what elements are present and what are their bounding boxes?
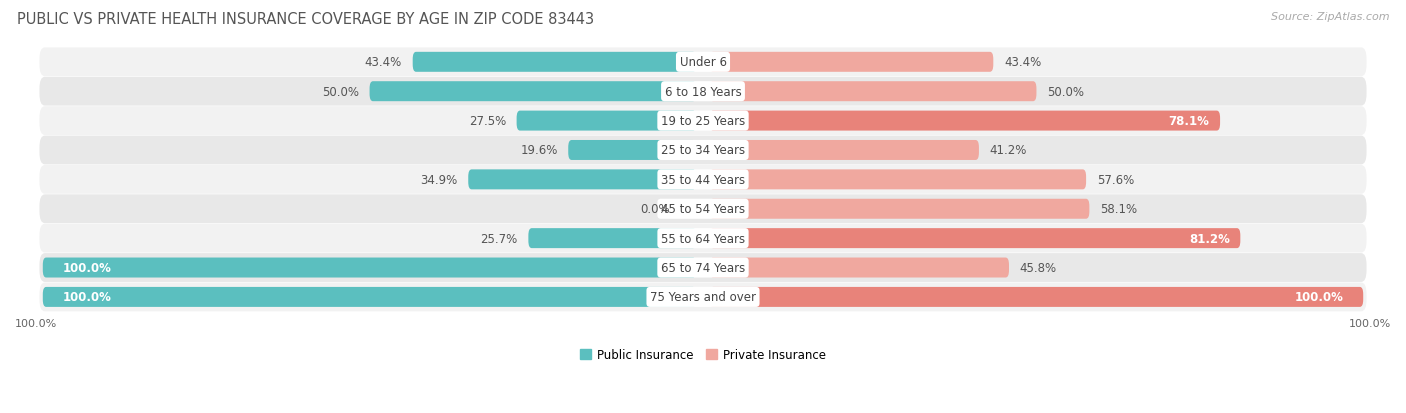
FancyBboxPatch shape	[39, 78, 1367, 106]
Text: 81.2%: 81.2%	[1189, 232, 1230, 245]
FancyBboxPatch shape	[42, 287, 696, 307]
FancyBboxPatch shape	[710, 228, 1240, 249]
Text: 45.8%: 45.8%	[1019, 261, 1057, 274]
Text: 50.0%: 50.0%	[1047, 85, 1084, 98]
FancyBboxPatch shape	[39, 283, 1367, 311]
FancyBboxPatch shape	[529, 228, 696, 249]
Text: 75 Years and over: 75 Years and over	[650, 291, 756, 304]
Text: Source: ZipAtlas.com: Source: ZipAtlas.com	[1271, 12, 1389, 22]
Text: 43.4%: 43.4%	[364, 56, 402, 69]
FancyBboxPatch shape	[39, 48, 1367, 77]
FancyBboxPatch shape	[468, 170, 696, 190]
FancyBboxPatch shape	[39, 254, 1367, 282]
FancyBboxPatch shape	[710, 199, 1090, 219]
Text: 25.7%: 25.7%	[481, 232, 517, 245]
FancyBboxPatch shape	[39, 136, 1367, 165]
Text: 6 to 18 Years: 6 to 18 Years	[665, 85, 741, 98]
Text: 45 to 54 Years: 45 to 54 Years	[661, 203, 745, 216]
FancyBboxPatch shape	[516, 112, 696, 131]
Text: 25 to 34 Years: 25 to 34 Years	[661, 144, 745, 157]
FancyBboxPatch shape	[39, 224, 1367, 253]
Text: 34.9%: 34.9%	[420, 173, 457, 186]
Text: 100.0%: 100.0%	[63, 291, 111, 304]
Text: 19 to 25 Years: 19 to 25 Years	[661, 115, 745, 128]
Text: 57.6%: 57.6%	[1097, 173, 1135, 186]
Text: 35 to 44 Years: 35 to 44 Years	[661, 173, 745, 186]
Text: 100.0%: 100.0%	[1295, 291, 1343, 304]
FancyBboxPatch shape	[710, 287, 1364, 307]
Text: 19.6%: 19.6%	[520, 144, 558, 157]
Text: Under 6: Under 6	[679, 56, 727, 69]
Text: 27.5%: 27.5%	[468, 115, 506, 128]
Text: 55 to 64 Years: 55 to 64 Years	[661, 232, 745, 245]
FancyBboxPatch shape	[413, 53, 696, 73]
FancyBboxPatch shape	[39, 195, 1367, 223]
FancyBboxPatch shape	[42, 258, 696, 278]
Text: 100.0%: 100.0%	[63, 261, 111, 274]
Legend: Public Insurance, Private Insurance: Public Insurance, Private Insurance	[575, 343, 831, 366]
Text: 0.0%: 0.0%	[640, 203, 669, 216]
Text: 58.1%: 58.1%	[1099, 203, 1137, 216]
FancyBboxPatch shape	[710, 112, 1220, 131]
Text: 41.2%: 41.2%	[990, 144, 1026, 157]
Text: PUBLIC VS PRIVATE HEALTH INSURANCE COVERAGE BY AGE IN ZIP CODE 83443: PUBLIC VS PRIVATE HEALTH INSURANCE COVER…	[17, 12, 593, 27]
FancyBboxPatch shape	[710, 141, 979, 161]
FancyBboxPatch shape	[710, 82, 1036, 102]
Text: 78.1%: 78.1%	[1168, 115, 1209, 128]
Text: 65 to 74 Years: 65 to 74 Years	[661, 261, 745, 274]
FancyBboxPatch shape	[710, 170, 1085, 190]
FancyBboxPatch shape	[568, 141, 696, 161]
FancyBboxPatch shape	[39, 107, 1367, 135]
FancyBboxPatch shape	[710, 258, 1010, 278]
Text: 43.4%: 43.4%	[1004, 56, 1042, 69]
FancyBboxPatch shape	[370, 82, 696, 102]
FancyBboxPatch shape	[710, 53, 993, 73]
FancyBboxPatch shape	[39, 166, 1367, 194]
Text: 50.0%: 50.0%	[322, 85, 359, 98]
